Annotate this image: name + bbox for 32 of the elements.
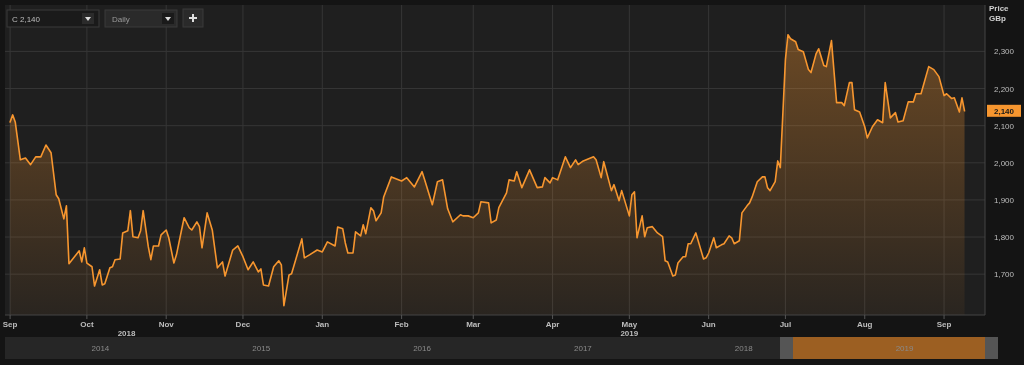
text: 2016 [413, 344, 432, 353]
x-tick-label: Dec [235, 320, 251, 329]
y-tick-label: 2,100 [993, 121, 1015, 131]
y-tick-label: 1,900 [993, 195, 1015, 205]
x-tick-label: Aug [856, 320, 873, 329]
x-tick-label: Jan [315, 320, 330, 329]
x-tick-label: Feb [394, 320, 409, 329]
x-tick-label: Sep [2, 320, 18, 329]
x-tick-label: Jul [779, 320, 792, 329]
text: 2019 [895, 344, 915, 353]
y-axis-title: Price GBp [989, 4, 1010, 23]
annotation: 2,140 [993, 106, 1015, 116]
annotation: Daily [112, 15, 130, 24]
text: 2017 [574, 344, 593, 353]
x-tick-label: Apr [545, 320, 560, 329]
y-tick-label: 2,200 [993, 84, 1015, 94]
y-tick-label: 1,700 [993, 270, 1015, 280]
y-tick-label: 2,300 [993, 47, 1015, 57]
x-tick-label: May [621, 320, 638, 329]
x-tick-label: Nov [158, 320, 175, 329]
annotation: C 2,140 [12, 15, 41, 24]
text: 2015 [252, 344, 271, 353]
text: 2018 [117, 329, 136, 338]
text: 2019 [620, 329, 639, 338]
text: 2018 [734, 344, 754, 353]
x-tick-label: Sep [936, 320, 952, 329]
y-tick-label: 2,000 [993, 158, 1015, 168]
y-tick-label: 1,800 [993, 233, 1015, 243]
x-tick-label: Oct [80, 320, 94, 329]
x-tick-label: Jun [701, 320, 716, 329]
x-tick-label: Mar [466, 320, 481, 329]
text: 2014 [91, 344, 110, 353]
